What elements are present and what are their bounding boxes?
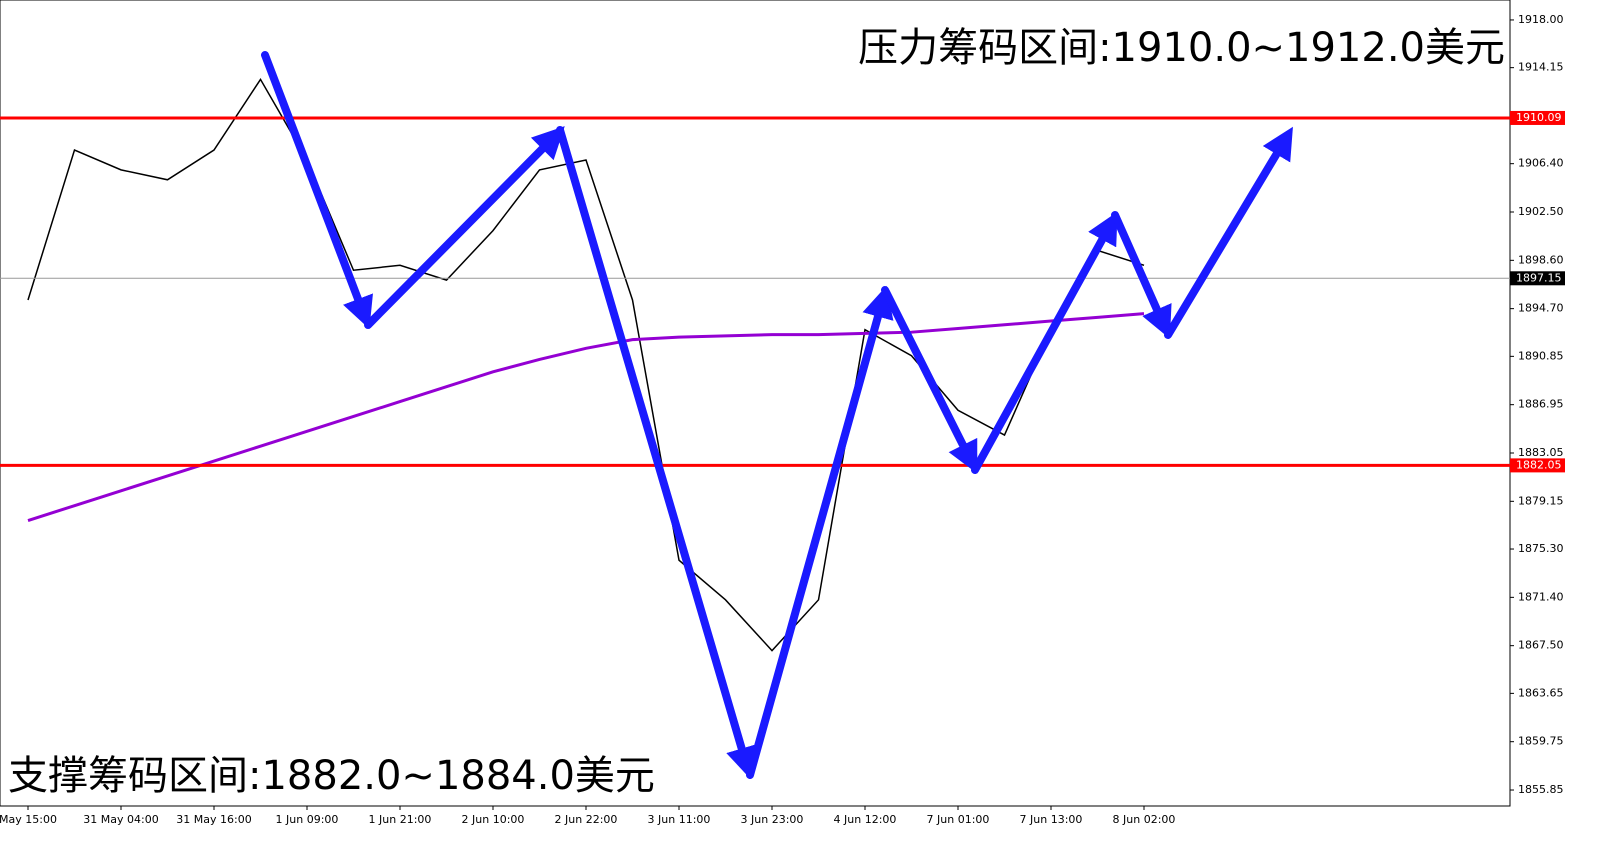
level-tag xyxy=(1510,110,1565,125)
y-tick-label: 1914.15 xyxy=(1518,61,1564,74)
x-tick-label: 7 Jun 01:00 xyxy=(927,813,990,826)
trend-arrows xyxy=(261,51,1293,780)
current-price-tag xyxy=(1510,271,1565,286)
y-tick-label: 1875.30 xyxy=(1518,542,1564,555)
y-tick-label: 1894.70 xyxy=(1518,302,1564,315)
y-tick-label: 1902.50 xyxy=(1518,205,1564,218)
x-tick-label: 31 May 16:00 xyxy=(176,813,251,826)
y-tick-label: 1890.85 xyxy=(1518,349,1564,362)
series-line xyxy=(27,312,1145,522)
y-tick-label: 1867.50 xyxy=(1518,639,1564,652)
support-note: 支撑筹码区间:1882.0~1884.0美元 xyxy=(8,753,655,799)
level-tag xyxy=(1510,458,1565,473)
y-tick-label: 1859.75 xyxy=(1518,735,1564,748)
x-tick-label: 7 Jun 13:00 xyxy=(1020,813,1083,826)
y-tick-label: 1863.65 xyxy=(1518,686,1564,699)
plot-area xyxy=(0,0,1511,807)
y-tick-label: 1879.15 xyxy=(1518,494,1564,507)
y-tick-label: 1871.40 xyxy=(1518,590,1564,603)
series-line xyxy=(27,77,1145,652)
x-tick-label: 1 Jun 09:00 xyxy=(276,813,339,826)
x-tick-label: 4 Jun 12:00 xyxy=(834,813,897,826)
y-tick-label: 1855.85 xyxy=(1518,783,1564,796)
y-tick-label: 1883.05 xyxy=(1518,446,1564,459)
x-tick-label: 2 Jun 22:00 xyxy=(555,813,618,826)
x-tick-label: 2 Jun 10:00 xyxy=(462,813,525,826)
current-price-label: 1897.15 xyxy=(1516,271,1562,284)
level-label: 1910.09 xyxy=(1516,111,1562,124)
x-tick-label: 3 Jun 11:00 xyxy=(648,813,711,826)
level-label: 1882.05 xyxy=(1516,458,1562,471)
y-tick-label: 1918.00 xyxy=(1518,13,1564,26)
x-tick-label: 3 Jun 23:00 xyxy=(741,813,804,826)
x-tick-label: 8 Jun 02:00 xyxy=(1113,813,1176,826)
x-tick-label: 31 May 04:00 xyxy=(83,813,158,826)
x-tick-label: 1 Jun 21:00 xyxy=(369,813,432,826)
y-tick-label: 1906.40 xyxy=(1518,157,1564,170)
x-tick-label: May 15:00 xyxy=(0,813,57,826)
resistance-note: 压力筹码区间:1910.0~1912.0美元 xyxy=(858,25,1505,71)
y-tick-label: 1898.60 xyxy=(1518,253,1564,266)
y-tick-label: 1886.95 xyxy=(1518,398,1564,411)
